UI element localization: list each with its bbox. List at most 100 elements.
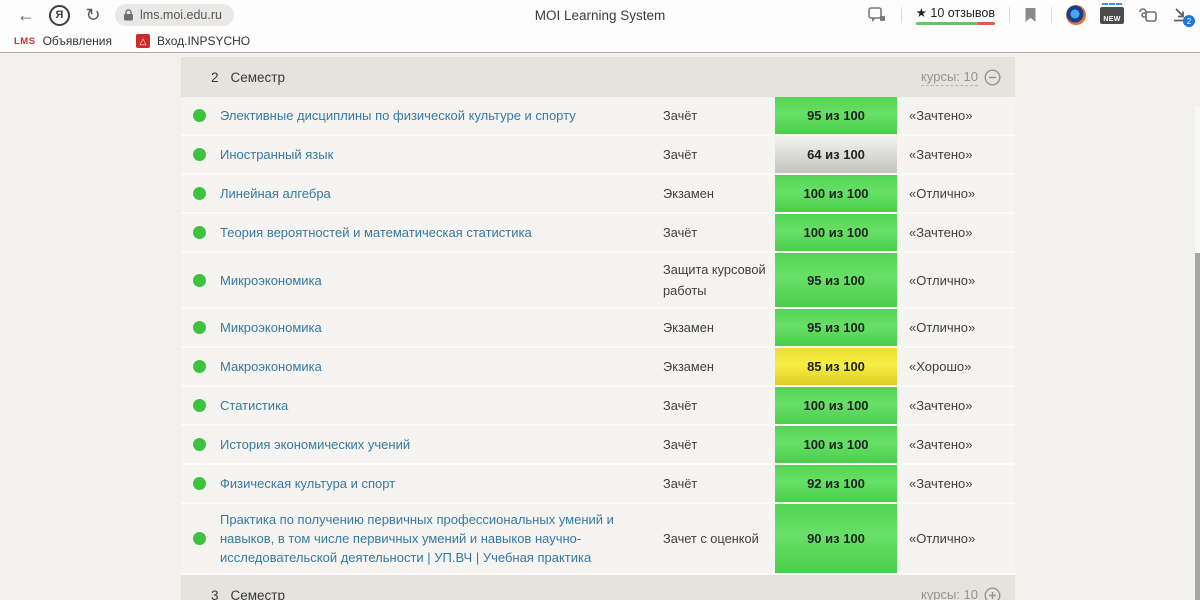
grade-cell: «Отлично»	[909, 320, 976, 335]
new-releases-extension-icon[interactable]: NEW	[1100, 2, 1124, 24]
assessment-type-cell: Зачёт	[663, 108, 698, 123]
semester-label: Семестр	[230, 69, 286, 85]
score-badge: 90 из 100	[775, 504, 897, 573]
course-link[interactable]: Элективные дисциплины по физической куль…	[220, 108, 576, 123]
course-cell: Теория вероятностей и математическая ста…	[220, 214, 663, 251]
course-cell: Микроэкономика	[220, 253, 663, 307]
course-link[interactable]: Микроэкономика	[220, 272, 322, 288]
grade-cell: «Зачтено»	[909, 225, 973, 240]
semester-2-collapse-button[interactable]: курсы: 10	[921, 69, 1001, 86]
table-row: Физическая культура и спорт Зачёт 92 из …	[181, 465, 1015, 504]
table-row: Статистика Зачёт 100 из 100 «Зачтено»	[181, 387, 1015, 426]
status-cell	[181, 348, 220, 385]
semester-label: Семестр	[230, 587, 286, 600]
courses-count-label: курсы: 10	[921, 68, 978, 86]
site-reviews-button[interactable]: ★ 10 отзывов	[915, 5, 995, 25]
status-cell	[181, 136, 220, 173]
course-link[interactable]: Иностранный язык	[220, 147, 334, 162]
course-link[interactable]: Макроэкономика	[220, 359, 322, 374]
course-link[interactable]: Теория вероятностей и математическая ста…	[220, 225, 532, 240]
grade-cell: «Хорошо»	[909, 359, 972, 374]
extension-browser-icon[interactable]	[1066, 5, 1086, 25]
bookmark-item-announcements[interactable]: LMS Объявления	[14, 34, 112, 48]
table-row: Иностранный язык Зачёт 64 из 100 «Зачтен…	[181, 136, 1015, 175]
browser-toolbar: ← Я ↻ lms.moi.edu.ru MOI Learning System…	[0, 0, 1200, 30]
grade-cell: «Отлично»	[909, 531, 976, 546]
address-bar[interactable]: lms.moi.edu.ru	[115, 4, 234, 26]
assessment-type-cell: Экзамен	[663, 359, 714, 374]
assessment-type-cell: Зачёт	[663, 398, 698, 413]
table-row: Макроэкономика Экзамен 85 из 100 «Хорошо…	[181, 348, 1015, 387]
status-dot-icon	[193, 148, 206, 161]
status-cell	[181, 253, 220, 307]
grade-cell: «Отлично»	[909, 186, 976, 201]
semester-2-header: 2 Семестр курсы: 10	[181, 57, 1015, 97]
assessment-type-cell: Зачёт	[663, 476, 698, 491]
score-badge: 95 из 100	[775, 97, 897, 134]
status-dot-icon	[193, 321, 206, 334]
lms-favicon: LMS	[14, 35, 36, 47]
tabs-collections-icon[interactable]	[1138, 7, 1158, 24]
semester-3-expand-button[interactable]: курсы: 10	[921, 587, 1001, 600]
status-dot-icon	[193, 532, 206, 545]
assessment-type-cell: Зачёт	[663, 437, 698, 452]
scrollbar-track[interactable]	[1195, 106, 1200, 600]
feedback-icon[interactable]	[867, 6, 887, 24]
score-badge: 100 из 100	[775, 426, 897, 463]
score-badge: 95 из 100	[775, 253, 897, 307]
collapse-minus-icon	[984, 68, 1001, 86]
status-cell	[181, 504, 220, 573]
course-cell: Иностранный язык	[220, 136, 663, 173]
grade-cell: «Отлично»	[909, 272, 976, 288]
semester-3-header: 3 Семестр курсы: 10	[181, 575, 1015, 600]
table-row: Линейная алгебра Экзамен 100 из 100 «Отл…	[181, 175, 1015, 214]
course-cell: История экономических учений	[220, 426, 663, 463]
course-link[interactable]: Линейная алгебра	[220, 186, 331, 201]
score-badge: 100 из 100	[775, 175, 897, 212]
semester-number: 3	[211, 587, 219, 600]
course-link[interactable]: Практика по получению первичных професси…	[220, 512, 614, 565]
course-cell: Практика по получению первичных професси…	[220, 504, 663, 573]
rating-bar	[915, 22, 995, 25]
status-dot-icon	[193, 226, 206, 239]
bookmark-icon[interactable]	[1024, 7, 1037, 23]
status-cell	[181, 175, 220, 212]
course-link[interactable]: История экономических учений	[220, 437, 411, 452]
status-cell	[181, 465, 220, 502]
assessment-type-cell: Зачёт	[663, 225, 698, 240]
course-cell: Физическая культура и спорт	[220, 465, 663, 502]
inpsycho-favicon: △	[135, 34, 150, 48]
score-badge: 95 из 100	[775, 309, 897, 346]
assessment-type-cell: Экзамен	[663, 186, 714, 201]
course-cell: Элективные дисциплины по физической куль…	[220, 97, 663, 134]
course-link[interactable]: Микроэкономика	[220, 320, 322, 335]
yandex-home-icon[interactable]: Я	[49, 4, 70, 26]
table-row: История экономических учений Зачёт 100 и…	[181, 426, 1015, 465]
course-link[interactable]: Физическая культура и спорт	[220, 476, 396, 491]
refresh-button[interactable]: ↻	[85, 4, 101, 25]
downloads-count-badge: 2	[1183, 15, 1195, 27]
separator	[900, 7, 902, 23]
course-link[interactable]: Статистика	[220, 398, 289, 413]
bookmark-label: Вход.INPSYCHO	[156, 34, 251, 48]
scrollbar-thumb[interactable]	[1195, 253, 1200, 600]
course-cell: Статистика	[220, 387, 663, 424]
status-cell	[181, 214, 220, 251]
bookmark-item-inpsycho[interactable]: △ Вход.INPSYCHO	[135, 34, 251, 48]
course-cell: Линейная алгебра	[220, 175, 663, 212]
separator	[1009, 7, 1010, 23]
back-button[interactable]: ←	[17, 4, 35, 25]
table-row: Элективные дисциплины по физической куль…	[181, 97, 1015, 136]
assessment-type-cell: Зачёт	[663, 147, 698, 162]
status-dot-icon	[193, 187, 206, 200]
browser-chrome: ← Я ↻ lms.moi.edu.ru MOI Learning System…	[0, 0, 1200, 53]
status-dot-icon	[193, 273, 206, 287]
page-content: 2 Семестр курсы: 10 Элективные дисциплин…	[0, 53, 1200, 600]
status-dot-icon	[193, 360, 206, 373]
grade-cell: «Зачтено»	[909, 147, 973, 162]
downloads-button[interactable]: 2	[1172, 7, 1195, 27]
course-rows: Элективные дисциплины по физической куль…	[181, 97, 1015, 575]
url-text: lms.moi.edu.ru	[140, 8, 222, 22]
table-row: Практика по получению первичных професси…	[181, 504, 1015, 575]
score-badge: 100 из 100	[775, 214, 897, 251]
